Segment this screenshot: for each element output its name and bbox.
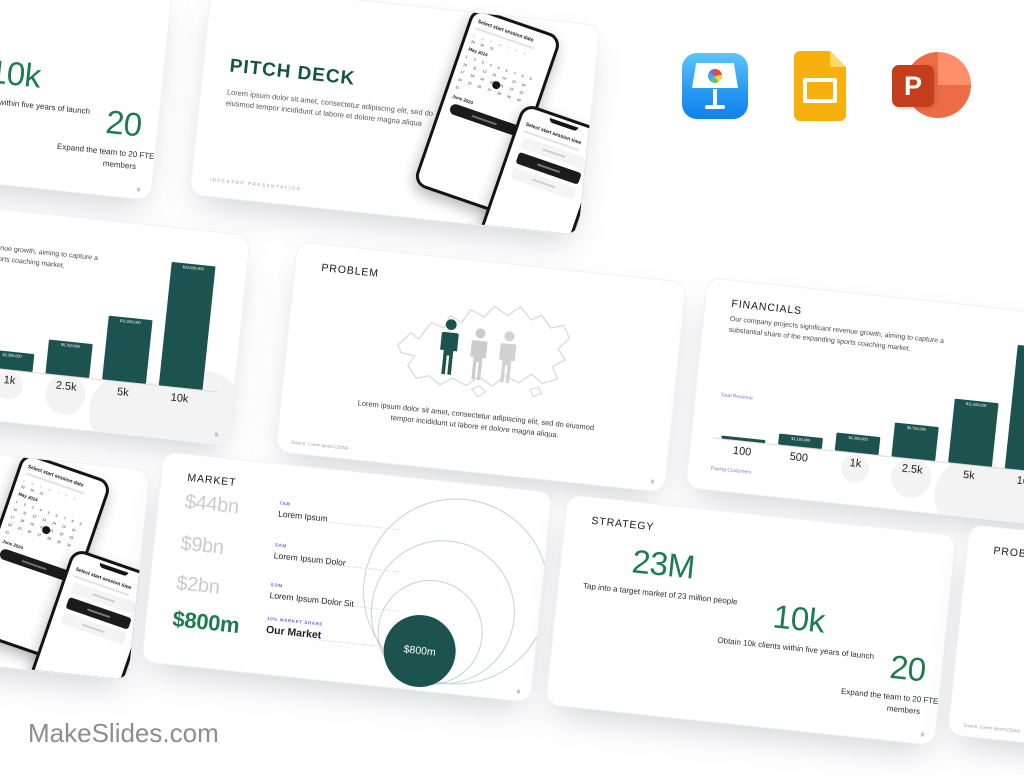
cover-footer: INVESTOR PRESENTATION	[209, 177, 302, 192]
google-slides-app-icon[interactable]	[794, 51, 846, 121]
calendar-days: 1 2 3 4 5 6 7 8 9 10 11 12 13 14 15 16 1…	[4, 500, 82, 549]
person-icon	[470, 328, 488, 381]
calendar-days: 1 2 3 4 5 6 7 8 9 10 11 12 13 14 15 16 1…	[454, 55, 532, 104]
cover-title: PITCH DECK	[228, 55, 357, 90]
page-number	[516, 689, 521, 694]
people-icons	[440, 319, 517, 384]
phone-notch	[98, 563, 129, 577]
bar-5k: $11,500,000	[102, 315, 153, 384]
keynote-app-icon[interactable]	[682, 53, 748, 119]
slide-title: FINANCIALS	[730, 297, 803, 318]
phone-notch	[548, 118, 579, 132]
keynote-screen-shape	[692, 63, 738, 88]
bar-5k: $11,500,000	[948, 398, 999, 467]
market-row-our-market: $800m 10% Market Share Our Market	[171, 606, 323, 648]
x-tick-label: 100	[732, 444, 752, 459]
x-tick-label: 1k	[849, 457, 862, 471]
bar-value-label: $5,750,000	[60, 342, 81, 349]
source-note: Source: Lorem Ipsum (2024)	[962, 722, 1021, 734]
strategy-stat-3: 20 Expand the team to 20 FTEs & Staff me…	[827, 642, 956, 724]
financials-body: Our company projects significant revenue…	[0, 233, 99, 270]
pie-chart-glyph	[708, 68, 722, 83]
market-value: $9bn	[179, 532, 225, 559]
bar-value-label: $11,500,000	[119, 318, 141, 326]
time-label-bar	[542, 148, 566, 159]
person-icon-highlight	[440, 319, 459, 375]
button-label-bar	[21, 559, 47, 571]
cover-body: Lorem ipsum dolor sit amet, consectetur …	[225, 87, 434, 129]
x-tick-label: 500	[789, 450, 809, 465]
market-value: $44bn	[183, 490, 240, 519]
page-number	[650, 479, 655, 484]
source-note: Source: Lorem Ipsum (2024)	[290, 439, 349, 451]
powerpoint-letter: P	[903, 70, 922, 101]
bar-value-label: $23,000,000	[182, 265, 204, 272]
bar-500: $1,150,000	[778, 433, 823, 450]
market-value: $2bn	[175, 572, 221, 599]
slide-problem: PROBLEM Lorem ipsum dolor sit amet, cons…	[276, 242, 686, 492]
slide-financials: FINANCIALS Our company projects signific…	[686, 278, 1024, 528]
slide-cover-cropped: PITCH DECK Lorem ipsum dolor sit amet, c…	[0, 430, 150, 680]
market-value: $800m	[171, 606, 241, 638]
slide-problem-cropped: PROBLEM Lorem ipsum dolor sit amet, cons…	[948, 525, 1024, 775]
financials-body: Our company projects significant revenue…	[728, 315, 945, 353]
market-label: Lorem Ipsum	[277, 507, 329, 524]
bar-value-label: $2,300,000	[2, 352, 22, 359]
time-label-bar	[531, 178, 555, 189]
time-label-bar	[86, 608, 111, 619]
bar-value-label: $2,300,000	[848, 435, 868, 442]
export-format-icons: P	[682, 46, 1002, 126]
keynote-stand	[713, 89, 717, 106]
button-label-bar	[471, 114, 497, 126]
page-number	[136, 187, 141, 192]
bar-2-5k: $5,750,000	[45, 339, 93, 378]
bar-value-label: $23,000,000	[1017, 345, 1024, 356]
time-label-bar	[81, 623, 105, 634]
page-number	[920, 732, 925, 737]
slide-title: PROBLEM	[320, 261, 380, 280]
bar-value-label: $1,150,000	[790, 436, 811, 443]
slide-strategy: STRATEGY 23M Tap into a target market of…	[546, 495, 956, 745]
bar-value-label: $5,750,000	[906, 425, 927, 432]
slide-strategy-cropped: STRATEGY 23M Tap into a target market of…	[0, 0, 172, 200]
powerpoint-letter-tile: P	[892, 65, 934, 107]
slide-frame-glyph	[803, 78, 837, 103]
page-number	[214, 432, 219, 437]
bar-1k: $2,300,000	[0, 349, 35, 372]
time-label-bar	[92, 593, 116, 604]
bar-2-5k: $5,750,000	[891, 422, 939, 461]
slide-title: MARKET	[186, 471, 238, 489]
slide-financials-cropped: FINANCIALS Our company projects signific…	[0, 195, 250, 445]
keynote-base	[705, 105, 725, 109]
slide-market: MARKET $44bn TAM Lorem Ipsum $9bn SAM Lore…	[142, 452, 552, 702]
slide-title: PROBLEM	[992, 544, 1024, 563]
market-row-som: $2bn SOM Lorem Ipsum Dolor Sit	[175, 572, 355, 614]
market-row-sam: $9bn SAM Lorem Ipsum Dolor	[179, 532, 347, 572]
bar-value-label: $11,500,000	[965, 401, 987, 409]
map-outline	[397, 305, 571, 398]
person-icon	[499, 331, 517, 384]
time-label-bar	[536, 163, 561, 174]
x-axis-label: Paying Customers	[710, 465, 752, 476]
market-label: Our Market	[265, 623, 322, 642]
slide-cover: PITCH DECK Lorem ipsum dolor sit amet, c…	[190, 0, 600, 235]
bubble-label: $800m	[403, 643, 437, 659]
stat-value: 10k	[0, 52, 43, 95]
bar-10k: $23,000,000	[1004, 344, 1024, 473]
powerpoint-app-icon[interactable]: P	[892, 50, 972, 122]
market-row-tam: $44bn TAM Lorem Ipsum	[184, 491, 329, 529]
slide-title: STRATEGY	[590, 514, 655, 534]
y-axis-label: Total Revenue	[720, 392, 754, 402]
strategy-stat-3: 20 Expand the team to 20 FTEs & Staff me…	[43, 97, 172, 179]
site-watermark: MakeSlides.com	[28, 718, 219, 748]
